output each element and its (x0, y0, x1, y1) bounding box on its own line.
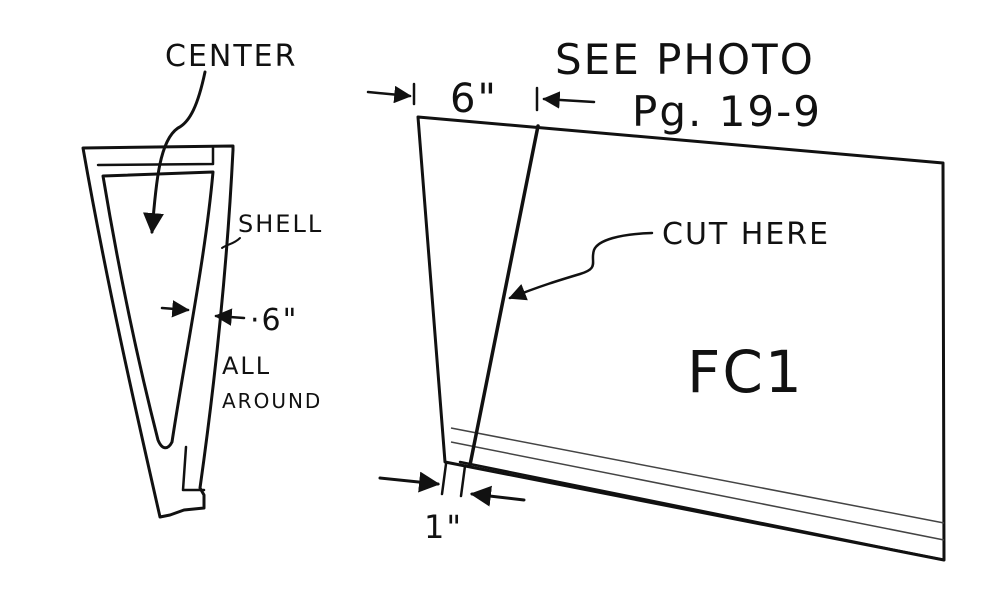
shell-outer-outline (81, 144, 235, 519)
top-dim-arrow-right (542, 91, 596, 109)
bottom-dim-arrow-left (378, 471, 441, 493)
top-width-label: 6" (450, 76, 498, 122)
panel-strip-line-2 (450, 441, 945, 541)
all-around-label-line2: AROUND (222, 389, 322, 413)
bottom-width-label: 1" (424, 508, 463, 546)
all-around-label-line1: ALL (222, 352, 271, 380)
shell-cross-section: CENTER SHELL ·6" ALL AROUND (81, 39, 323, 519)
center-arrow (142, 70, 207, 235)
panel-strip-line-1 (450, 427, 945, 524)
bottom-dim-tick-right (459, 464, 467, 498)
cut-line (468, 124, 540, 467)
shell-top-lip (96, 146, 215, 167)
top-dim-arrow-left (366, 85, 412, 104)
shell-label: SHELL (238, 210, 323, 238)
center-label: CENTER (165, 39, 297, 74)
center-core-outline (101, 170, 215, 450)
panel-fc1: 6" SEE PHOTO Pg. 19-9 CUT HERE FC1 1" (366, 35, 946, 562)
bottom-dim-tick-left (440, 462, 448, 496)
see-photo-label: SEE PHOTO (555, 35, 815, 84)
wall-dim-arrow-right (214, 308, 246, 326)
part-id-label: FC1 (687, 338, 804, 406)
wall-thickness-label: ·6" (250, 303, 298, 338)
page-reference-label: Pg. 19-9 (632, 87, 822, 136)
shell-bottom-flag (181, 445, 206, 492)
bottom-dim-arrow-right (469, 485, 526, 507)
shell-leader (221, 237, 241, 249)
wall-dim-arrow-left (160, 300, 190, 318)
cut-here-label: CUT HERE (662, 217, 830, 252)
panel-bottom-edge (458, 460, 946, 562)
cut-here-leader (508, 231, 654, 301)
